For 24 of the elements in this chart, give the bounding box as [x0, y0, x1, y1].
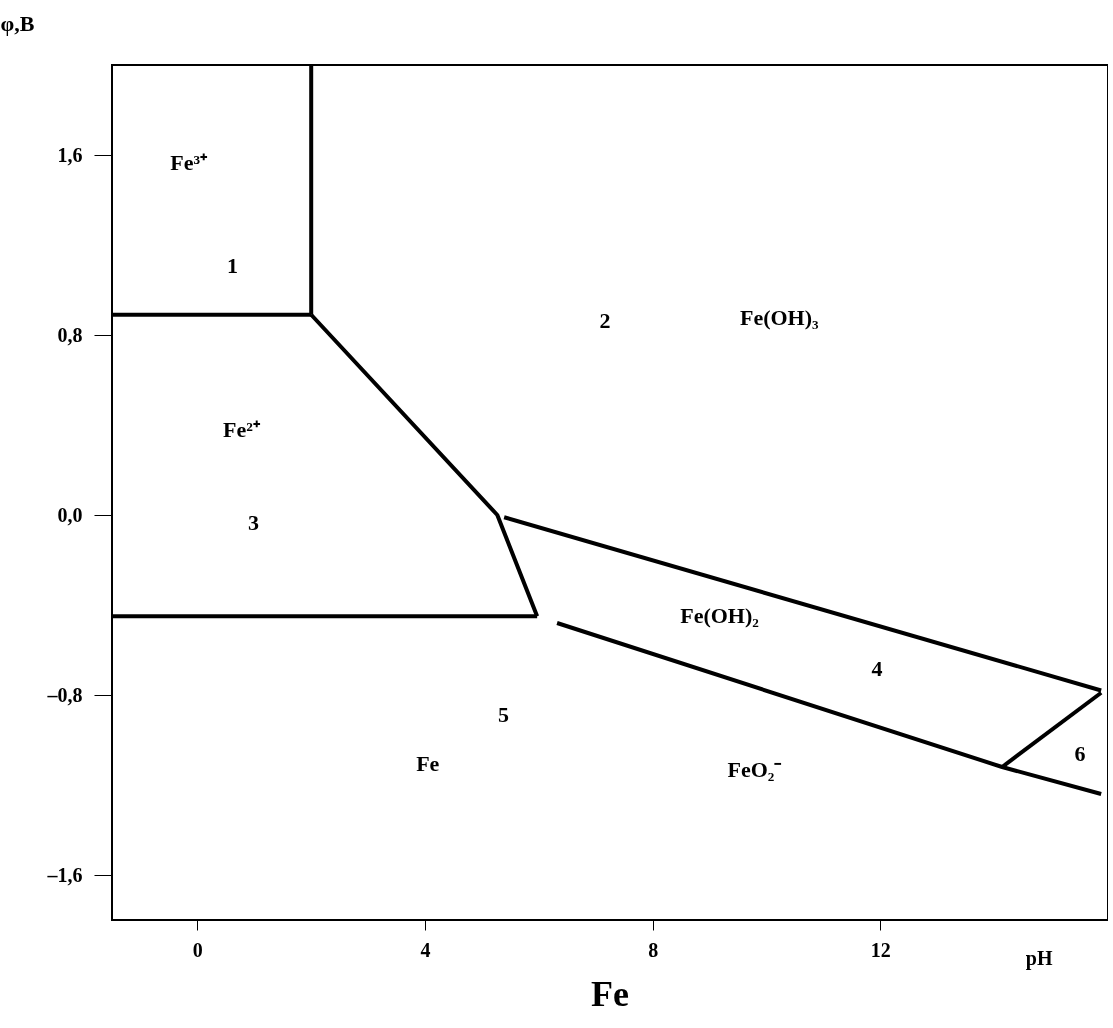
annotation: 2 [599, 307, 611, 333]
annotation: Fe(OH)₃ [739, 305, 820, 331]
y-tick-label: 0,0 [57, 503, 83, 526]
x-tick-label: 12 [870, 938, 891, 961]
annotation: 3 [247, 510, 259, 536]
annotation: 4 [871, 656, 883, 682]
annotation: Fe²⁺ [223, 417, 261, 443]
x-tick-label: 8 [648, 938, 659, 961]
y-tick-label: 0,8 [57, 323, 83, 346]
y-tick-label: 1,6 [57, 143, 83, 166]
y-axis-title: φ,B [0, 10, 35, 36]
annotation: 5 [497, 701, 509, 727]
text: Fe [591, 974, 630, 1014]
annotation: Fe [416, 751, 440, 777]
annotation: 1 [227, 252, 239, 278]
annotation: FeO₂⁻ [727, 756, 783, 782]
y-tick-label: –1,6 [46, 863, 83, 886]
x-tick-label: 4 [420, 938, 431, 961]
y-tick-label: –0,8 [46, 683, 83, 706]
annotation: Fe³⁺ [170, 150, 209, 176]
x-axis-title: pH [1025, 946, 1053, 970]
x-tick-label: 0 [192, 938, 203, 961]
annotation: Fe(OH)₂ [680, 603, 760, 629]
annotation: 6 [1074, 741, 1086, 767]
